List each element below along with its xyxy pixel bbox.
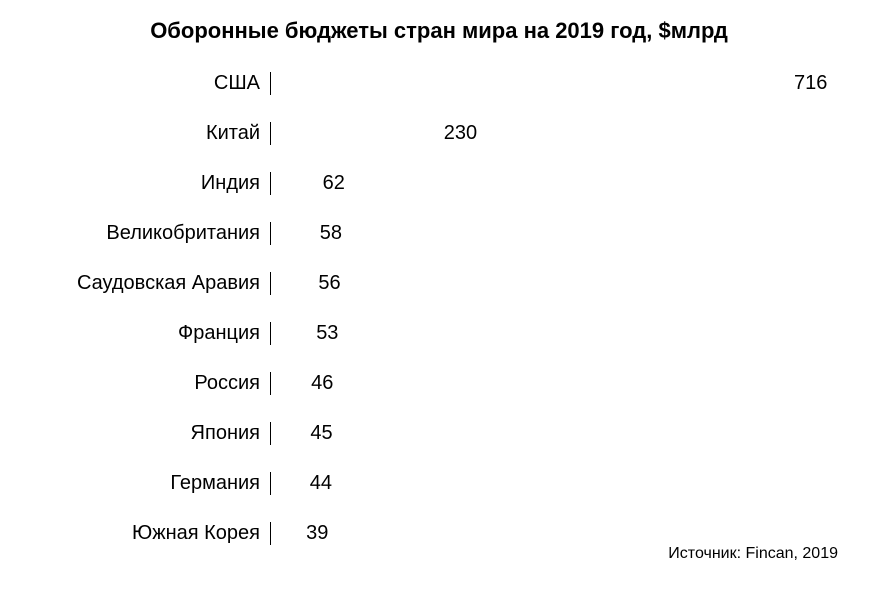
chart-source: Источник: Fincan, 2019 — [668, 545, 838, 563]
row-plot: 230 — [270, 122, 848, 145]
y-axis-segment — [270, 522, 271, 545]
bar-value: 53 — [316, 322, 338, 345]
chart-title: Оборонные бюджеты стран мира на 2019 год… — [30, 18, 848, 44]
row-label: Россия — [30, 372, 270, 395]
row-plot: 45 — [270, 422, 848, 445]
row-plot: 53 — [270, 322, 848, 345]
chart-container: Оборонные бюджеты стран мира на 2019 год… — [0, 0, 878, 601]
bar-value: 58 — [320, 222, 342, 245]
y-axis-segment — [270, 72, 271, 95]
row-plot: 716 — [270, 72, 848, 95]
chart-row: Франция 53 — [30, 308, 848, 358]
row-label: США — [30, 72, 270, 95]
row-label: Германия — [30, 472, 270, 495]
chart-row: Саудовская Аравия 56 — [30, 258, 848, 308]
chart-row: США 716 — [30, 58, 848, 108]
chart-row: Россия 46 — [30, 358, 848, 408]
bar-value: 46 — [311, 372, 333, 395]
row-label: Япония — [30, 422, 270, 445]
chart-row: Китай 230 — [30, 108, 848, 158]
bar-value: 39 — [306, 522, 328, 545]
chart-row: Великобритания 58 — [30, 208, 848, 258]
row-plot: 39 — [270, 522, 848, 545]
row-label: Южная Корея — [30, 522, 270, 545]
bar-value: 62 — [323, 172, 345, 195]
row-label: Франция — [30, 322, 270, 345]
y-axis-segment — [270, 222, 271, 245]
y-axis-segment — [270, 272, 271, 295]
row-plot: 44 — [270, 472, 848, 495]
y-axis-segment — [270, 472, 271, 495]
bar-value: 716 — [794, 72, 827, 95]
bar-value: 56 — [318, 272, 340, 295]
chart-row: Индия 62 — [30, 158, 848, 208]
bar-value: 44 — [310, 472, 332, 495]
row-label: Китай — [30, 122, 270, 145]
row-label: Саудовская Аравия — [30, 272, 270, 295]
chart-row: Япония 45 — [30, 408, 848, 458]
y-axis-segment — [270, 172, 271, 195]
row-label: Индия — [30, 172, 270, 195]
bar-value: 45 — [310, 422, 332, 445]
row-label: Великобритания — [30, 222, 270, 245]
row-plot: 46 — [270, 372, 848, 395]
y-axis-segment — [270, 372, 271, 395]
row-plot: 56 — [270, 272, 848, 295]
chart-row: Германия 44 — [30, 458, 848, 508]
y-axis-segment — [270, 322, 271, 345]
chart-rows: США 716 Китай 230 Индия 62 Великобритания 58 Сау… — [30, 58, 848, 558]
row-plot: 58 — [270, 222, 848, 245]
row-plot: 62 — [270, 172, 848, 195]
bar-value: 230 — [444, 122, 477, 145]
y-axis-segment — [270, 422, 271, 445]
y-axis-segment — [270, 122, 271, 145]
